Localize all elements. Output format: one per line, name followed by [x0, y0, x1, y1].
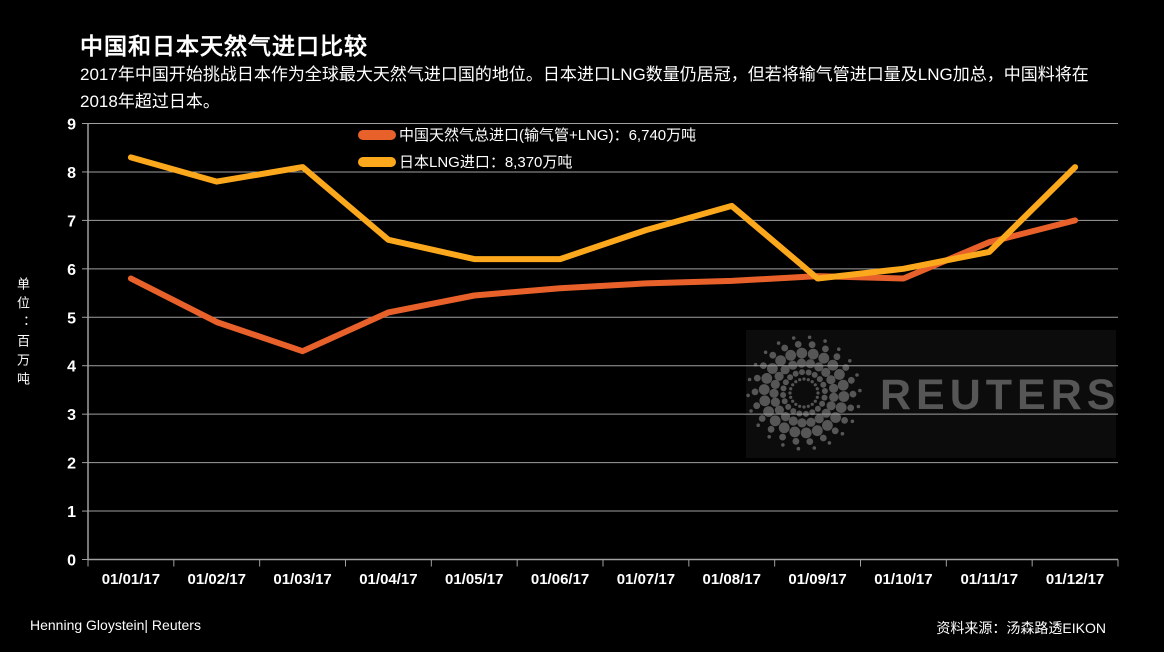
- x-tick-label: 01/06/17: [531, 571, 589, 588]
- chart-subtitle: 2017年中国开始挑战日本作为全球最大天然气进口国的地位。日本进口LNG数量仍居…: [80, 65, 1089, 111]
- reuters-globe-icon: [746, 335, 862, 451]
- legend-swatch-japan: [358, 156, 396, 167]
- x-tick-label: 01/11/17: [960, 571, 1018, 588]
- x-tick-label: 01/05/17: [445, 571, 503, 588]
- reuters-watermark: REUTERS: [746, 330, 1120, 458]
- x-tick-label: 01/02/17: [188, 571, 246, 588]
- y-tick-label: 7: [67, 213, 76, 230]
- y-tick-label: 3: [67, 407, 76, 424]
- x-tick-label: 01/04/17: [359, 571, 417, 588]
- x-tick-label: 01/03/17: [273, 571, 331, 588]
- y-tick-label: 8: [67, 165, 76, 182]
- x-tick-label: 01/07/17: [617, 571, 675, 588]
- author-credit: Henning Gloystein| Reuters: [30, 617, 201, 633]
- series-line-japan: [127, 154, 1079, 282]
- legend-swatch-china: [358, 129, 396, 140]
- legend-label-japan: 日本LNG进口：8,370万吨: [399, 154, 573, 171]
- series-line-china: [127, 217, 1079, 355]
- chart-title: 中国和日本天然气进口比较: [80, 33, 368, 59]
- y-axis-label: 单位：百万吨: [15, 277, 30, 391]
- y-tick-label: 0: [67, 553, 76, 570]
- data-source: 资料来源：汤森路透EIKON: [936, 620, 1106, 636]
- x-tick-label: 01/01/17: [102, 571, 160, 588]
- y-tick-label: 5: [67, 310, 76, 327]
- axes: [87, 123, 1119, 567]
- reuters-watermark-text: REUTERS: [880, 371, 1120, 419]
- y-tick-label: 1: [67, 504, 76, 521]
- legend-label-china: 中国天然气总进口(输气管+LNG)：6,740万吨: [399, 127, 697, 144]
- x-tick-label: 01/09/17: [788, 571, 846, 588]
- x-tick-label: 01/12/17: [1046, 571, 1104, 588]
- x-tick-label: 01/08/17: [703, 571, 761, 588]
- chart-legend: 中国天然气总进口(输气管+LNG)：6,740万吨 日本LNG进口：8,370万…: [358, 124, 696, 172]
- x-axis-labels: 01/01/17 01/02/17 01/03/17 01/04/17 01/05/17…: [102, 571, 1105, 588]
- legend-item-japan: 日本LNG进口：8,370万吨: [358, 151, 696, 172]
- y-tick-label: 9: [67, 117, 76, 134]
- legend-item-china: 中国天然气总进口(输气管+LNG)：6,740万吨: [358, 124, 696, 145]
- y-tick-label: 4: [67, 359, 76, 376]
- y-tick-label: 6: [67, 262, 76, 279]
- y-tick-label: 2: [67, 456, 76, 473]
- x-tick-label: 01/10/17: [874, 571, 932, 588]
